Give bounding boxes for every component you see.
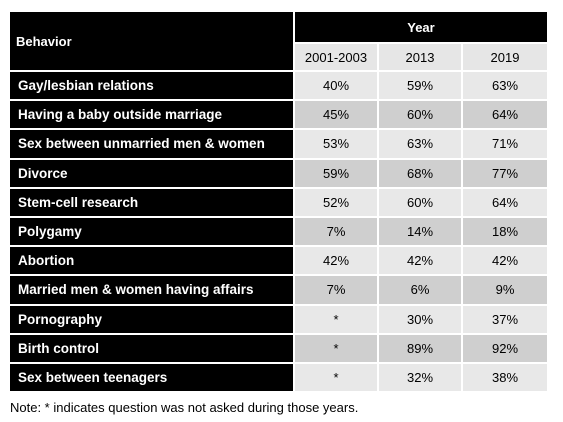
table-row: Pornography * 30% 37% (10, 305, 547, 335)
behavior-cell: Birth control (10, 334, 293, 364)
value-cell-2001-2003: 40% (293, 72, 377, 102)
behavior-cell: Abortion (10, 247, 293, 277)
table-row: Abortion 42% 42% 42% (10, 247, 547, 277)
table-row: Stem-cell research 52% 60% 64% (10, 188, 547, 218)
year-header-2019: 2019 (461, 42, 547, 72)
value-cell-2019: 64% (461, 188, 547, 218)
value-cell-2001-2003: 53% (293, 130, 377, 160)
header-row-top: Behavior Year (10, 12, 547, 72)
value-cell-2013: 60% (377, 188, 461, 218)
table-row: Having a baby outside marriage 45% 60% 64% (10, 101, 547, 131)
value-cell-2013: 6% (377, 276, 461, 306)
behavior-cell: Sex between unmarried men & women (10, 130, 293, 160)
behavior-cell: Having a baby outside marriage (10, 101, 293, 131)
value-cell-2019: 63% (461, 72, 547, 102)
value-cell-2019: 42% (461, 247, 547, 277)
behavior-cell: Divorce (10, 159, 293, 189)
value-cell-2001-2003: 59% (293, 159, 377, 189)
value-cell-2001-2003: 52% (293, 188, 377, 218)
behavior-cell: Polygamy (10, 217, 293, 248)
value-cell-2001-2003: * (293, 334, 377, 364)
value-cell-2019: 18% (461, 217, 547, 248)
value-cell-2001-2003: 7% (293, 217, 377, 248)
value-cell-2013: 60% (377, 101, 461, 131)
table-row: Divorce 59% 68% 77% (10, 159, 547, 189)
value-cell-2019: 64% (461, 101, 547, 131)
value-cell-2019: 37% (461, 305, 547, 335)
table-row: Sex between teenagers * 32% 38% (10, 363, 547, 394)
header-row-years: 2001-2003 2013 2019 (10, 42, 547, 72)
behavior-cell: Married men & women having affairs (10, 276, 293, 306)
value-cell-2019: 71% (461, 130, 547, 160)
behavior-acceptance-table: Behavior Year 2001-2003 2013 2019 Gay/le… (10, 12, 547, 394)
year-group-header: Year (293, 12, 547, 42)
table-row: Polygamy 7% 14% 18% (10, 217, 547, 248)
value-cell-2001-2003: * (293, 363, 377, 394)
table-row: Gay/lesbian relations 40% 59% 63% (10, 72, 547, 102)
behavior-column-header: Behavior (10, 12, 293, 72)
table-row: Birth control * 89% 92% (10, 334, 547, 364)
year-header-2013: 2013 (377, 42, 461, 72)
value-cell-2013: 30% (377, 305, 461, 335)
value-cell-2001-2003: 42% (293, 247, 377, 277)
value-cell-2001-2003: * (293, 305, 377, 335)
behavior-cell: Sex between teenagers (10, 363, 293, 394)
table-row: Sex between unmarried men & women 53% 63% 7… (10, 130, 547, 160)
value-cell-2013: 68% (377, 159, 461, 189)
year-header-2001-2003: 2001-2003 (293, 42, 377, 72)
behavior-cell: Pornography (10, 305, 293, 335)
behavior-cell: Stem-cell research (10, 188, 293, 218)
value-cell-2019: 77% (461, 159, 547, 189)
value-cell-2013: 89% (377, 334, 461, 364)
value-cell-2001-2003: 7% (293, 276, 377, 306)
behavior-table-container: Behavior Year 2001-2003 2013 2019 Gay/le… (10, 12, 547, 394)
value-cell-2013: 14% (377, 217, 461, 248)
table-body: Gay/lesbian relations 40% 59% 63% Having a b… (10, 72, 547, 394)
value-cell-2013: 63% (377, 130, 461, 160)
table-header: Behavior Year 2001-2003 2013 2019 (10, 12, 547, 72)
value-cell-2019: 9% (461, 276, 547, 306)
value-cell-2013: 59% (377, 72, 461, 102)
footnote: Note: * indicates question was not asked… (10, 400, 359, 415)
value-cell-2019: 38% (461, 363, 547, 394)
value-cell-2013: 32% (377, 363, 461, 394)
value-cell-2001-2003: 45% (293, 101, 377, 131)
behavior-cell: Gay/lesbian relations (10, 72, 293, 102)
value-cell-2019: 92% (461, 334, 547, 364)
table-row: Married men & women having affairs 7% 6% 9% (10, 276, 547, 306)
value-cell-2013: 42% (377, 247, 461, 277)
